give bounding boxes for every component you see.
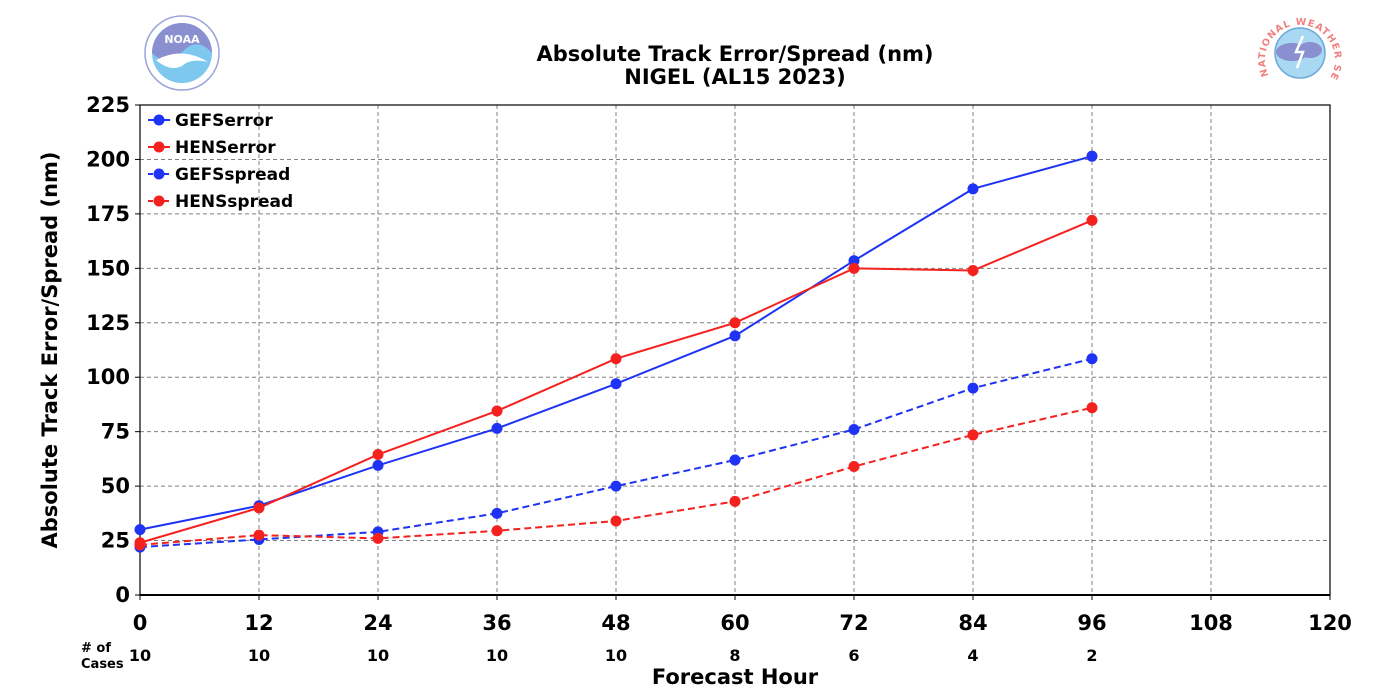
x-tick-label: 36 xyxy=(482,611,511,635)
legend-item-HENSerror: HENSerror xyxy=(148,138,276,158)
data-point-HENSerror xyxy=(967,265,979,277)
noaa-logo: NOAA xyxy=(144,15,220,91)
series-GEFSerror xyxy=(134,150,1098,536)
data-point-GEFSspread xyxy=(967,382,979,394)
x-tick-label: 120 xyxy=(1308,611,1352,635)
x-tick-label: 84 xyxy=(958,611,987,635)
cases-label-line2: Cases xyxy=(81,657,124,672)
data-point-HENSspread xyxy=(134,539,146,551)
data-point-GEFSspread xyxy=(1086,353,1098,365)
x-tick-label: 96 xyxy=(1077,611,1106,635)
y-tick-label: 25 xyxy=(101,529,130,553)
x-tick-label: 24 xyxy=(363,611,392,635)
data-point-HENSspread xyxy=(610,515,622,527)
grid xyxy=(140,105,1330,595)
case-count: 8 xyxy=(729,646,740,665)
data-point-GEFSerror xyxy=(729,330,741,342)
y-tick-label: 200 xyxy=(86,147,130,171)
legend-item-GEFSerror: GEFSerror xyxy=(148,111,273,131)
legend-label: GEFSerror xyxy=(175,111,273,131)
y-tick-label: 150 xyxy=(86,256,130,280)
data-point-GEFSerror xyxy=(967,183,979,195)
x-tick-label: 0 xyxy=(133,611,148,635)
y-axis-label: Absolute Track Error/Spread (nm) xyxy=(38,151,62,548)
legend-marker xyxy=(153,141,165,153)
case-count: 4 xyxy=(967,646,978,665)
data-point-HENSerror xyxy=(848,262,860,274)
x-tick-label: 48 xyxy=(601,611,630,635)
data-point-HENSspread xyxy=(729,495,741,507)
legend-marker xyxy=(153,195,165,207)
case-count: 2 xyxy=(1086,646,1097,665)
data-point-HENSerror xyxy=(610,353,622,365)
data-point-GEFSspread xyxy=(729,454,741,466)
data-point-GEFSerror xyxy=(848,255,860,267)
y-axis: 0 25 50 75 100 125 150 175 200 225 xyxy=(86,93,140,607)
data-point-GEFSspread xyxy=(491,507,503,519)
x-tick-label: 12 xyxy=(244,611,273,635)
data-point-HENSerror xyxy=(372,449,384,461)
data-point-HENSspread xyxy=(372,532,384,544)
series-HENSerror xyxy=(134,214,1098,549)
x-tick-label: 60 xyxy=(720,611,749,635)
data-point-GEFSspread xyxy=(848,423,860,435)
case-count: 10 xyxy=(129,646,151,665)
data-point-HENSspread xyxy=(848,461,860,473)
legend-item-GEFSspread: GEFSspread xyxy=(148,165,290,185)
y-tick-label: 0 xyxy=(115,583,130,607)
data-point-GEFSerror xyxy=(491,422,503,434)
case-count: 10 xyxy=(605,646,627,665)
data-point-GEFSerror xyxy=(610,378,622,390)
data-point-HENSerror xyxy=(729,317,741,329)
y-tick-label: 175 xyxy=(86,202,130,226)
data-point-GEFSerror xyxy=(134,524,146,536)
case-count: 10 xyxy=(367,646,389,665)
x-tick-label: 108 xyxy=(1189,611,1233,635)
noaa-logo-text: NOAA xyxy=(164,33,200,46)
data-point-HENSerror xyxy=(253,502,265,514)
x-axis: 0 12 24 36 48 60 72 84 96 108 120 xyxy=(133,595,1352,635)
cases-row: 10 10 10 10 10 8 6 4 2 xyxy=(129,646,1098,665)
legend-label: HENSerror xyxy=(175,138,276,158)
data-point-GEFSerror xyxy=(372,459,384,471)
chart-subtitle: NIGEL (AL15 2023) xyxy=(624,65,845,89)
cases-label-line1: # of xyxy=(81,641,111,656)
series-HENSspread xyxy=(134,402,1098,551)
x-axis-label: Forecast Hour xyxy=(652,665,819,689)
x-tick-label: 72 xyxy=(839,611,868,635)
series xyxy=(134,150,1098,553)
case-count: 10 xyxy=(248,646,270,665)
legend-marker xyxy=(153,168,165,180)
data-point-HENSerror xyxy=(491,405,503,417)
legend: GEFSerror HENSerror GEFSspread HENSspread xyxy=(148,111,293,212)
y-tick-label: 125 xyxy=(86,311,130,335)
legend-item-HENSspread: HENSspread xyxy=(148,192,293,212)
y-tick-label: 50 xyxy=(101,474,130,498)
data-point-HENSspread xyxy=(491,525,503,537)
data-point-HENSspread xyxy=(1086,402,1098,414)
case-count: 10 xyxy=(486,646,508,665)
y-tick-label: 100 xyxy=(86,365,130,389)
legend-label: GEFSspread xyxy=(175,165,290,185)
legend-label: HENSspread xyxy=(175,192,293,212)
data-point-GEFSerror xyxy=(1086,150,1098,162)
data-point-HENSspread xyxy=(253,529,265,541)
chart-title: Absolute Track Error/Spread (nm) xyxy=(536,42,933,66)
data-point-HENSspread xyxy=(967,429,979,441)
data-point-GEFSspread xyxy=(610,480,622,492)
case-count: 6 xyxy=(848,646,859,665)
y-tick-label: 225 xyxy=(86,93,130,117)
y-tick-label: 75 xyxy=(101,420,130,444)
legend-marker xyxy=(153,114,165,126)
data-point-HENSerror xyxy=(1086,214,1098,226)
